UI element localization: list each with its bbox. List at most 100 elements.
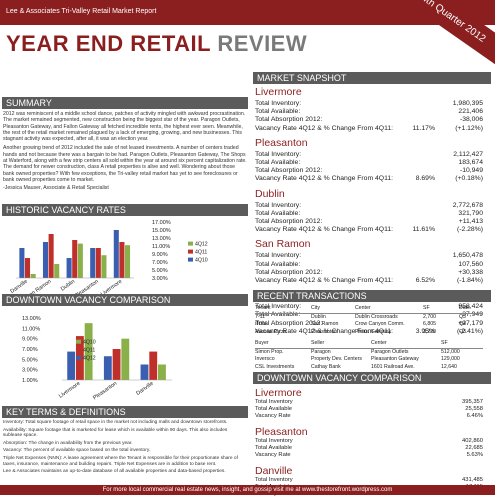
bar-4Q10 xyxy=(113,230,119,278)
stat-label: Vacancy Rate 4Q12 & % Change From 4Q11: xyxy=(255,175,394,183)
table-cell: Pleasanton Gateway xyxy=(371,356,419,363)
x-tick-label: Danville xyxy=(9,279,28,295)
downtown-stat-label: Total Inventory xyxy=(255,399,293,405)
summary-text: 2012 was reminiscent of a middle school … xyxy=(3,111,247,192)
term-definition: Vacancy: The percent of available space … xyxy=(3,448,151,454)
term-definition: Availability: Square footage that is mar… xyxy=(3,427,228,439)
summary-signature: -Jessica Mauser, Associate & Retail Spec… xyxy=(3,185,109,192)
bar-4Q10 xyxy=(84,323,93,380)
stat-value: (+1.12%) xyxy=(455,124,483,132)
stat-row: Total Inventory: 2,112,427 xyxy=(255,151,483,159)
column-header: Tenant xyxy=(255,305,271,311)
table-cell: 2,700 xyxy=(423,313,436,320)
table-cell: Cathay Bank xyxy=(311,363,341,370)
table-cell: Q4 xyxy=(459,321,466,328)
column-header: Seller xyxy=(311,340,325,346)
city-name: Dublin xyxy=(255,187,285,200)
stat-row: Total Inventory: 958,424 xyxy=(255,303,483,311)
stat-label: Total Absorption 2012: xyxy=(255,167,323,175)
bar-4Q12 xyxy=(125,245,131,278)
stat-value: +27,179 xyxy=(458,319,483,327)
table-cell: 129,000 xyxy=(441,356,460,363)
column-header: Center xyxy=(371,340,387,346)
term-definition: Triple Net Expenses (NNN): A lease agree… xyxy=(3,455,238,467)
stat-value: 221,406 xyxy=(458,108,483,116)
stat-rate xyxy=(395,218,435,226)
stat-value: 321,790 xyxy=(458,209,483,217)
table-cell: Property Dev. Centers xyxy=(311,356,362,363)
legend-label: 4Q10 xyxy=(83,340,96,346)
stat-label: Total Available: xyxy=(255,311,301,319)
downtown-stat-value: 5.63% xyxy=(466,452,483,458)
bar-4Q10 xyxy=(121,338,130,380)
city-stats: Total Inventory: 2,112,427 Total Available… xyxy=(255,151,483,184)
y-tick-label: 9.00% xyxy=(22,337,38,343)
downtown-stat-value: 402,860 xyxy=(462,438,483,444)
table-cell: Q3 xyxy=(459,328,466,335)
city-stats: Total Inventory: 958,424 Total Available: 3… xyxy=(255,303,483,336)
y-tick-label: 7.00% xyxy=(22,347,38,353)
stat-label: Total Inventory: xyxy=(255,252,302,260)
stat-value: -10,949 xyxy=(459,167,483,175)
table-header: Buyer Seller Center SF xyxy=(255,340,483,349)
legend-label: 4Q12 xyxy=(83,356,96,362)
downtown-stats: Total Inventory 395,357 Total Available 25,… xyxy=(255,399,483,420)
bar-4Q11 xyxy=(72,240,78,278)
legend-swatch xyxy=(76,347,81,352)
stat-row: Total Absorption 2012: +30,338 xyxy=(255,269,483,277)
stat-row: Vacancy Rate 4Q12 & % Change From 4Q11: 3… xyxy=(255,328,483,336)
y-tick-label: 17.00% xyxy=(152,220,171,226)
stat-row: Total Absorption 2012: +11,413 xyxy=(255,218,483,226)
legend-swatch xyxy=(188,249,193,254)
stat-value: -38,006 xyxy=(459,116,483,124)
city-stats: Total Inventory: 1,650,478 Total Available… xyxy=(255,252,483,285)
downtown-stat-value: 6.46% xyxy=(466,413,483,419)
table-cell: 6,805 xyxy=(423,321,436,328)
stat-label: Vacancy Rate 4Q12 & % Change From 4Q11: xyxy=(255,226,394,234)
downtown-stat-label: Vacancy Rate xyxy=(255,413,291,419)
stat-label: Total Absorption 2012: xyxy=(255,218,323,225)
table-cell: 7-11 xyxy=(255,313,265,320)
bar-4Q12 xyxy=(101,255,107,278)
table-cell: Pleas. Gateway xyxy=(355,328,392,335)
city-name: Livermore xyxy=(255,86,302,98)
stat-row: Total Available: 183,674 xyxy=(255,159,483,167)
stat-row: Total Absorption 2012: -10,949 xyxy=(255,167,483,175)
stat-value: 183,674 xyxy=(458,159,483,166)
table-cell: Inversco xyxy=(255,356,275,363)
downtown-chart-heading: DOWNTOWN VACANCY COMPARISON xyxy=(2,294,248,306)
table-cell: San Ramon xyxy=(311,321,339,328)
table-cell: 512,000 xyxy=(441,348,460,355)
column-header: SF xyxy=(441,340,448,346)
stat-rate xyxy=(395,100,435,108)
table-cell: Q3 xyxy=(459,313,466,320)
downtown-city-name: Livermore xyxy=(255,387,302,399)
downtown-heading: DOWNTOWN VACANCY COMPARISON xyxy=(253,372,491,384)
bar-4Q12 xyxy=(54,264,60,278)
stat-rate xyxy=(395,261,435,269)
stat-rate xyxy=(395,159,435,167)
bar-4Q10 xyxy=(66,258,72,278)
historic-heading: HISTORIC VACANCY RATES xyxy=(2,204,248,216)
table-cell: Ascona Pizza xyxy=(255,328,287,335)
stat-rate: 11.17% xyxy=(412,124,435,132)
stat-value: (-1.84%) xyxy=(456,277,483,284)
page-title: YEAR END RETAIL REVIEW xyxy=(6,31,307,57)
stat-value: (-2.28%) xyxy=(456,226,483,234)
stat-value: 37,949 xyxy=(462,311,483,319)
bar-4Q10 xyxy=(90,248,96,278)
table-cell: Simon Prop. xyxy=(255,348,284,355)
downtown-city-name: Danville xyxy=(255,465,293,477)
y-tick-label: 11.00% xyxy=(152,244,170,250)
table-cell: 12,640 xyxy=(441,363,457,370)
legend-label: 4Q11 xyxy=(83,348,95,354)
lease-table: Tenant City Center SF Date 7-11 Dublin Dublin C… xyxy=(255,305,483,336)
legend-label: 4Q12 xyxy=(195,242,208,248)
bar-4Q12 xyxy=(67,351,76,380)
downtown-stat-label: Total Available xyxy=(255,406,292,412)
footer-link-text[interactable]: For more local commercial real estate ne… xyxy=(0,485,495,495)
summary-paragraph-1: 2012 was reminiscent of a middle school … xyxy=(3,111,246,143)
bar-4Q12 xyxy=(77,243,83,278)
legend-swatch xyxy=(76,339,81,344)
